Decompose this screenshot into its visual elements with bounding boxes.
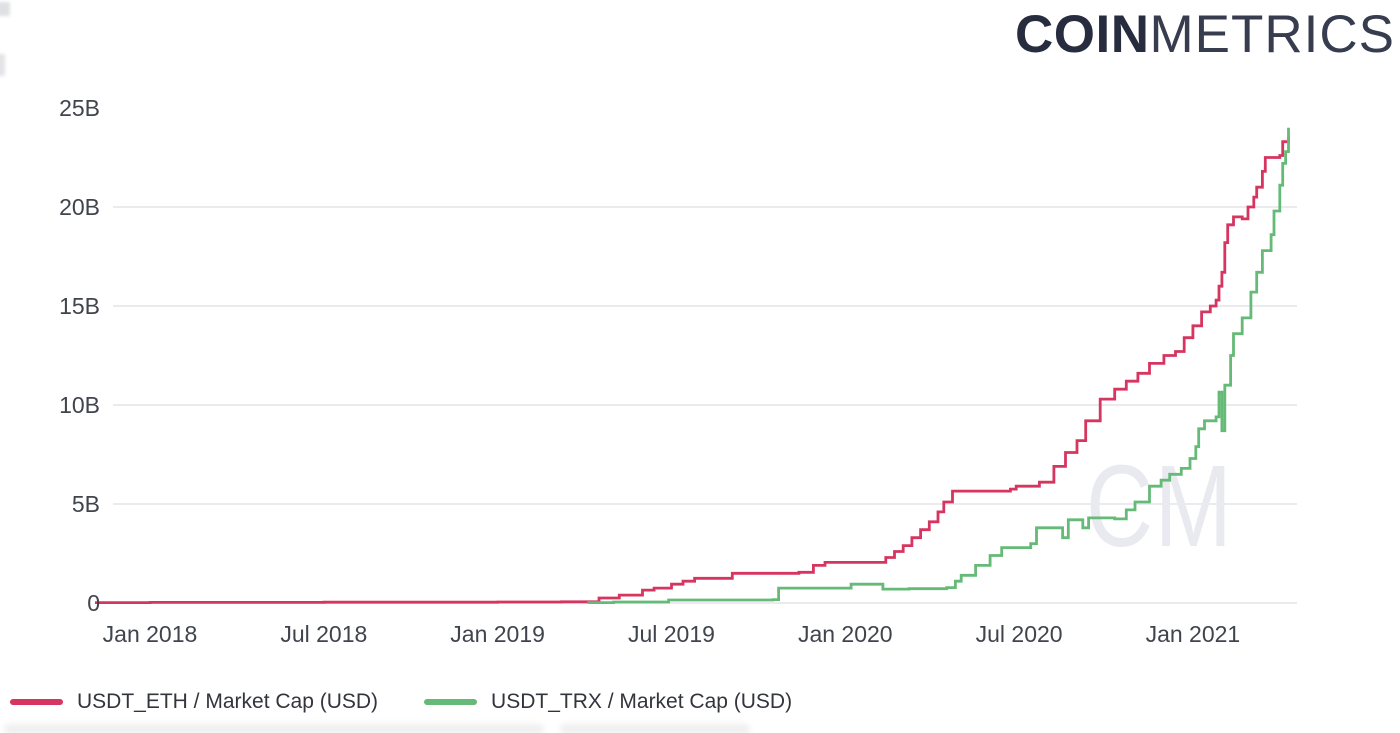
usdt-eth-swatch bbox=[10, 699, 63, 705]
coinmetrics-logo: COINMETRICS bbox=[1015, 8, 1395, 62]
gridlines bbox=[113, 206, 1297, 604]
legend: USDT_ETH / Market Cap (USD) USDT_TRX / M… bbox=[10, 690, 792, 714]
x-tick-jan2018: Jan 2018 bbox=[102, 621, 198, 647]
x-tick-jan2019: Jan 2019 bbox=[450, 621, 545, 647]
y-tick-20b: 20B bbox=[59, 194, 100, 220]
edge-artifact bbox=[0, 54, 5, 76]
y-tick-15b: 15B bbox=[59, 293, 100, 319]
y-tick-0: 0 bbox=[87, 590, 100, 616]
legend-item-usdt-trx[interactable]: USDT_TRX / Market Cap (USD) bbox=[424, 690, 792, 714]
legend-item-usdt-eth[interactable]: USDT_ETH / Market Cap (USD) bbox=[10, 690, 378, 714]
usdt-trx-legend-label: USDT_TRX / Market Cap (USD) bbox=[491, 690, 793, 713]
logo-coin-text: COIN bbox=[1015, 5, 1150, 64]
bottom-crop-smudge bbox=[560, 724, 750, 733]
y-tick-25b: 25B bbox=[59, 95, 100, 121]
y-tick-10b: 10B bbox=[59, 392, 100, 418]
usdt-eth-legend-label: USDT_ETH / Market Cap (USD) bbox=[77, 690, 379, 713]
usdt-trx-line bbox=[587, 127, 1290, 604]
x-tick-jul2018: Jul 2018 bbox=[280, 621, 368, 647]
bottom-crop-smudge bbox=[4, 724, 544, 733]
x-tick-jul2020: Jul 2020 bbox=[975, 621, 1063, 647]
edge-artifact bbox=[0, 2, 10, 16]
usdt-trx-swatch bbox=[424, 699, 478, 705]
x-tick-jul2019: Jul 2019 bbox=[627, 621, 715, 647]
y-tick-5b: 5B bbox=[71, 491, 100, 517]
x-tick-jan2021: Jan 2021 bbox=[1145, 621, 1241, 647]
logo-metrics-text: METRICS bbox=[1149, 5, 1395, 64]
x-tick-jan2020: Jan 2020 bbox=[797, 621, 893, 647]
usdt-eth-line bbox=[95, 137, 1290, 604]
cm-watermark: CM bbox=[1086, 441, 1234, 571]
